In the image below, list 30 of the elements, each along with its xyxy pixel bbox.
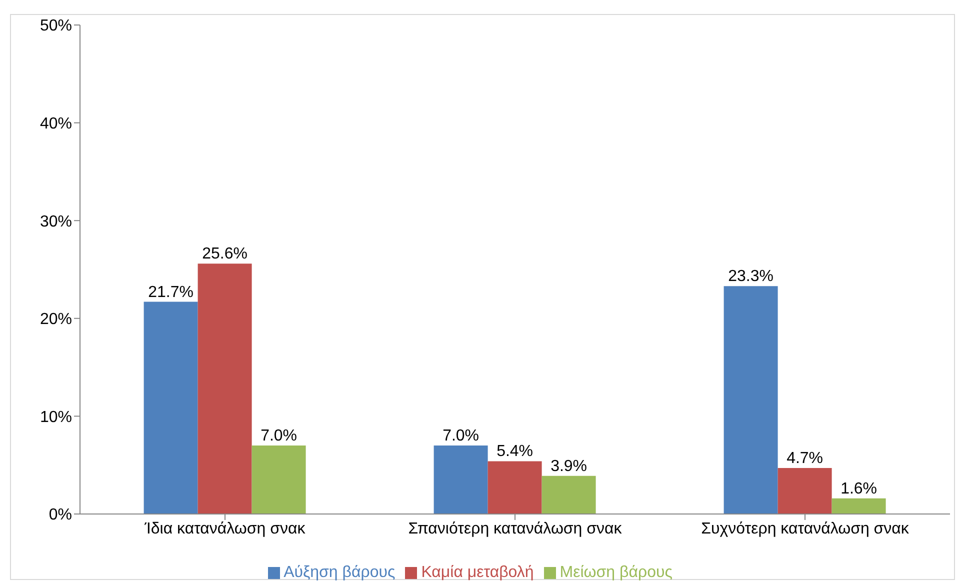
legend-label: Μείωση βάρους (560, 564, 672, 581)
y-tick-label: 30% (40, 213, 72, 230)
data-label: 21.7% (148, 284, 194, 301)
y-tick-label: 0% (48, 506, 72, 524)
data-label: 7.0% (260, 428, 298, 445)
bar (832, 498, 886, 514)
bar (198, 264, 252, 514)
x-tick-label: Συχνότερη κατανάλωση σνακ (701, 520, 910, 538)
data-label: 25.6% (202, 246, 248, 263)
y-tick-label: 20% (40, 311, 72, 328)
bar (252, 446, 306, 514)
y-tick-label: 50% (40, 18, 72, 35)
bar (144, 302, 198, 514)
bar (488, 461, 542, 514)
x-tick-label: Ίδια κατανάλωση σνακ (144, 520, 306, 538)
y-tick-label: 40% (40, 115, 72, 132)
legend-label: Καμία μεταβολή (421, 564, 534, 581)
data-label: 4.7% (786, 450, 824, 468)
legend-label: Αύξηση βάρους (284, 564, 396, 581)
bar (778, 468, 832, 514)
data-label: 1.6% (840, 480, 878, 498)
bar (542, 476, 596, 514)
bar (724, 286, 778, 514)
data-label: 23.3% (728, 268, 774, 286)
data-label: 5.4% (496, 443, 534, 460)
data-label: 7.0% (442, 428, 480, 445)
y-tick-label: 10% (40, 408, 72, 426)
data-label: 3.9% (550, 458, 588, 475)
bar (434, 446, 488, 514)
x-tick-label: Σπανιότερη κατανάλωση σνακ (408, 520, 623, 538)
